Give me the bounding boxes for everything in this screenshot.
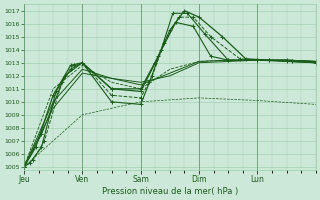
X-axis label: Pression niveau de la mer( hPa ): Pression niveau de la mer( hPa ) bbox=[102, 187, 238, 196]
